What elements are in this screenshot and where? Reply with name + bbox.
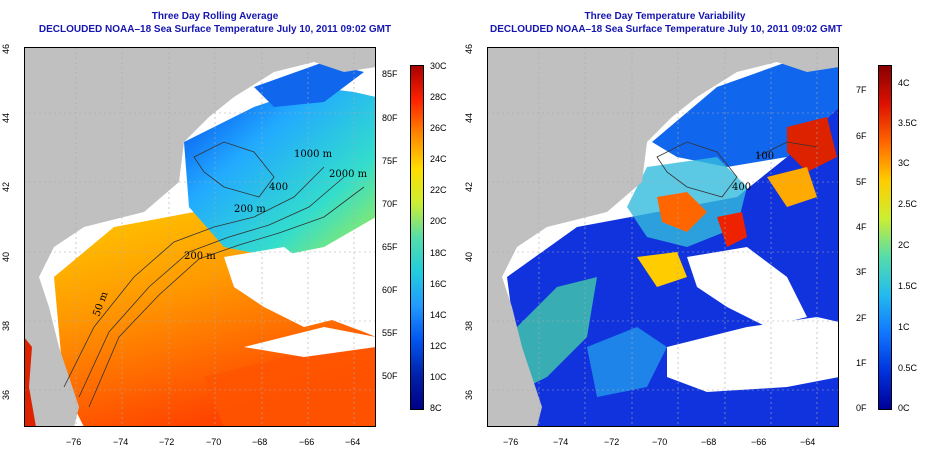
right-title-line1: Three Day Temperature Variability (584, 11, 746, 22)
left-y-tick-40: 40 (1, 251, 12, 263)
left-y-tick-36: 36 (1, 389, 12, 401)
right-x-tick-66: −66 (751, 437, 767, 447)
left-cbar-f-75: 75F (382, 156, 398, 166)
left-y-tick-44: 44 (1, 112, 12, 124)
right-y-tick-40: 40 (464, 251, 475, 263)
right-x-tick-74: −74 (553, 437, 569, 447)
right-cbar-f-0: 0F (856, 403, 867, 413)
right-contour-label-400: 400 (732, 182, 751, 193)
right-x-tick-76: −76 (503, 437, 519, 447)
left-cbar-f-55: 55F (382, 328, 398, 338)
right-cbar-c-2.5: 2.5C (898, 199, 918, 209)
right-x-tick-70: −70 (652, 437, 668, 447)
right-cbar-f-7: 7F (856, 85, 867, 95)
right-cbar-f-4: 4F (856, 222, 867, 232)
left-cbar-c-8: 8C (430, 403, 442, 413)
right-cbar-c-2: 2C (898, 240, 910, 250)
right-cbar-c-3: 3C (898, 158, 910, 168)
right-x-tick-72: −72 (604, 437, 620, 447)
left-cbar-c-14: 14C (430, 310, 447, 320)
right-variability-colorbar (878, 65, 892, 410)
left-cbar-c-10: 10C (430, 372, 447, 382)
contour-label-200m-b: 200 m (184, 251, 216, 262)
right-cbar-c-4: 4C (898, 78, 910, 88)
right-cbar-c-1.5: 1.5C (898, 281, 918, 291)
right-cbar-f-3: 3F (856, 267, 867, 277)
left-x-tick-68: −68 (252, 437, 268, 447)
left-title-line2: DECLOUDED NOAA–18 Sea Surface Temperatur… (38, 24, 392, 35)
right-y-tick-44: 44 (464, 112, 475, 124)
left-title-line1: Three Day Rolling Average (151, 11, 279, 22)
right-variability-map-svg: 100 400 (487, 47, 839, 427)
left-x-tick-66: −66 (299, 437, 315, 447)
right-cbar-c-0.5: 0.5C (898, 363, 918, 373)
left-cbar-f-85: 85F (382, 69, 398, 79)
left-x-tick-70: −70 (206, 437, 222, 447)
left-cbar-c-28: 28C (430, 92, 447, 102)
left-cbar-f-65: 65F (382, 242, 398, 252)
right-cbar-c-3.5: 3.5C (898, 118, 918, 128)
contour-label-200m-a: 200 m (234, 204, 266, 215)
right-x-tick-64: −64 (800, 437, 816, 447)
left-sst-map: 1000 m 2000 m 200 m 200 m 50 m 400 (24, 47, 376, 427)
right-y-tick-46: 46 (464, 43, 475, 55)
right-y-tick-36: 36 (464, 389, 475, 401)
left-cbar-f-50: 50F (382, 371, 398, 381)
right-cbar-f-5: 5F (856, 177, 867, 187)
left-cbar-f-60: 60F (382, 285, 398, 295)
left-x-tick-64: −64 (345, 437, 361, 447)
contour-label-1000m: 1000 m (294, 149, 333, 160)
right-contour-label-100: 100 (755, 151, 774, 162)
right-cbar-f-2: 2F (856, 313, 867, 323)
right-y-tick-38: 38 (464, 320, 475, 332)
left-cbar-f-70: 70F (382, 199, 398, 209)
left-x-tick-76: −76 (66, 437, 82, 447)
contour-label-400: 400 (269, 182, 288, 193)
right-variability-map: 100 400 (487, 47, 839, 427)
contour-label-2000m: 2000 m (329, 169, 368, 180)
right-x-tick-68: −68 (701, 437, 717, 447)
left-cbar-c-16: 16C (430, 279, 447, 289)
left-y-tick-38: 38 (1, 320, 12, 332)
right-title-line2: DECLOUDED NOAA–18 Sea Surface Temperatur… (490, 24, 843, 35)
left-cbar-c-20: 20C (430, 216, 447, 226)
left-y-tick-42: 42 (1, 181, 12, 193)
left-cbar-c-26: 26C (430, 123, 447, 133)
left-cbar-c-12: 12C (430, 341, 447, 351)
right-cbar-f-1: 1F (856, 358, 867, 368)
right-cbar-c-1: 1C (898, 322, 910, 332)
left-cbar-c-22: 22C (430, 185, 447, 195)
left-sst-map-svg: 1000 m 2000 m 200 m 200 m 50 m 400 (24, 47, 376, 427)
right-cbar-f-6: 6F (856, 131, 867, 141)
left-cbar-f-80: 80F (382, 113, 398, 123)
left-sst-colorbar (410, 65, 424, 410)
left-x-tick-74: −74 (113, 437, 129, 447)
right-cbar-c-0: 0C (898, 403, 910, 413)
left-y-tick-46: 46 (1, 43, 12, 55)
left-cbar-c-18: 18C (430, 248, 447, 258)
left-cbar-c-24: 24C (430, 154, 447, 164)
left-x-tick-72: −72 (159, 437, 175, 447)
left-cbar-c-30: 30C (430, 61, 447, 71)
right-y-tick-42: 42 (464, 181, 475, 193)
